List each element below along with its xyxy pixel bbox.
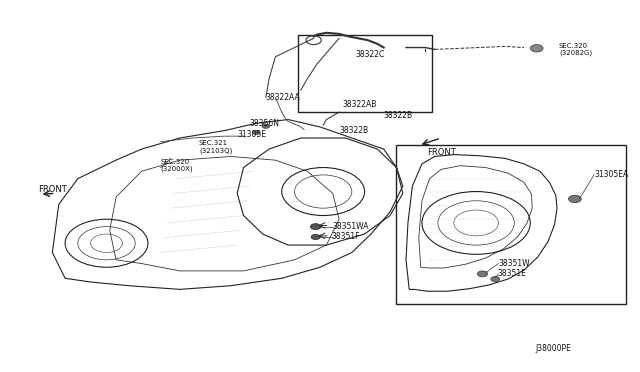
- Text: 31305EA: 31305EA: [594, 170, 628, 179]
- Text: 38322C: 38322C: [355, 51, 384, 60]
- Text: SEC.321
(32103Q): SEC.321 (32103Q): [199, 141, 232, 154]
- Text: 38351F: 38351F: [332, 232, 360, 241]
- Circle shape: [311, 234, 320, 240]
- Circle shape: [252, 130, 260, 135]
- Text: SEC.320
(32000X): SEC.320 (32000X): [161, 159, 193, 173]
- Circle shape: [262, 124, 269, 128]
- Circle shape: [310, 224, 321, 230]
- Circle shape: [531, 45, 543, 52]
- Text: FRONT: FRONT: [427, 148, 456, 157]
- Circle shape: [477, 271, 488, 277]
- Text: 38322AB: 38322AB: [342, 100, 377, 109]
- Text: J38000PE: J38000PE: [536, 344, 572, 353]
- Text: 38322AA: 38322AA: [266, 93, 301, 102]
- Text: 38351WA: 38351WA: [333, 222, 369, 231]
- Text: SEC.320
(32082G): SEC.320 (32082G): [559, 43, 592, 56]
- Text: 31305E: 31305E: [237, 130, 266, 139]
- Circle shape: [568, 195, 581, 203]
- Bar: [298, 35, 431, 112]
- Text: 38351W: 38351W: [499, 259, 530, 268]
- Text: 38356N: 38356N: [250, 119, 280, 128]
- Bar: [396, 145, 626, 304]
- Circle shape: [491, 276, 500, 282]
- Text: 38322B: 38322B: [339, 126, 368, 135]
- Text: 38351E: 38351E: [497, 269, 526, 278]
- Text: 38322B: 38322B: [384, 111, 413, 121]
- Text: FRONT: FRONT: [38, 185, 67, 194]
